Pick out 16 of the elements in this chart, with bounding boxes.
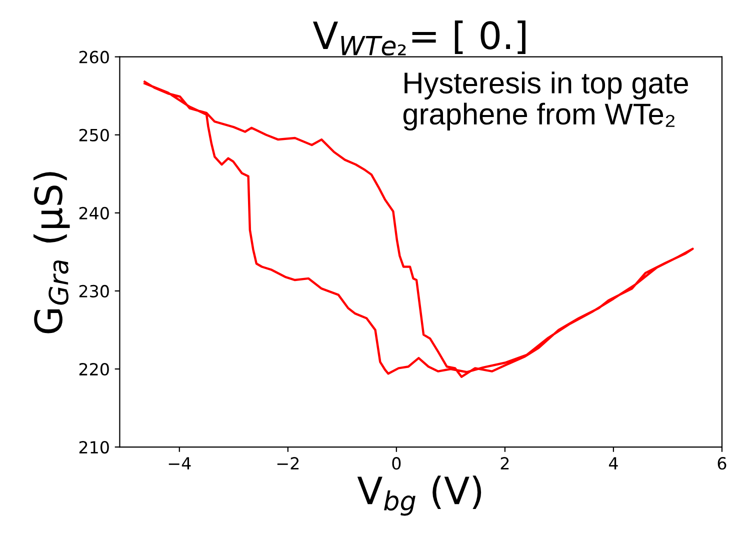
y-axis-title: G$_{Gra}$ (μS) (33, 172, 70, 334)
chart-title: V$_{WTe₂}$= [ 0.] (312, 20, 526, 56)
annotation: Hysteresis in top gate graphene from WTe₂ (403, 72, 688, 131)
y-tick-label: 210 (79, 440, 109, 454)
x-axis-title: V$_{bg}$ (V) (357, 476, 482, 516)
x-tick-label: 4 (608, 457, 618, 470)
x-tick-label: 0 (392, 457, 401, 470)
x-tick-label: −4 (168, 457, 191, 470)
y-tick-label: 250 (79, 128, 109, 142)
x-tick-label: −2 (277, 457, 299, 470)
x-tick-label: 6 (718, 457, 726, 470)
y-tick-label: 220 (79, 362, 109, 376)
y-tick-label: 240 (79, 206, 109, 220)
y-tick-label: 260 (79, 50, 109, 64)
y-tick-label: 230 (79, 284, 109, 298)
x-tick-label: 2 (500, 457, 509, 470)
